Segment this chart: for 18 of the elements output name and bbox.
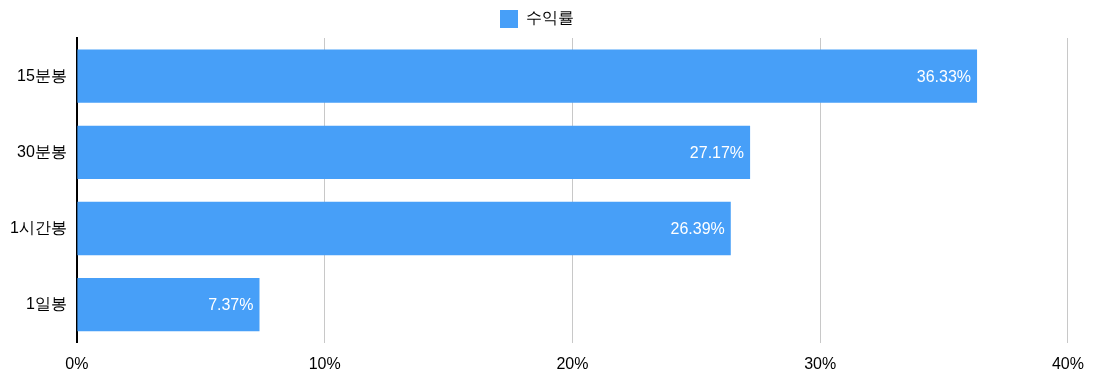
x-tick-label: 0% (65, 354, 89, 372)
bar (77, 201, 731, 256)
y-tick-label: 15분봉 (17, 66, 67, 84)
data-label: 27.17% (689, 143, 745, 161)
bar (77, 49, 978, 103)
x-tick-label: 30% (804, 354, 837, 372)
x-tick-label: 10% (308, 354, 341, 372)
bar (77, 278, 260, 332)
x-tick-label: 40% (1051, 354, 1084, 372)
bar (77, 125, 751, 179)
data-label: 36.33% (916, 67, 972, 85)
legend-label: 수익률 (526, 9, 574, 27)
y-tick-label: 30분봉 (17, 142, 67, 160)
y-tick-label: 1시간봉 (9, 218, 67, 236)
y-tick-label: 1일봉 (25, 295, 67, 313)
data-label: 7.37% (208, 296, 254, 314)
x-tick-label: 20% (556, 354, 589, 372)
data-label: 26.39% (670, 219, 725, 237)
